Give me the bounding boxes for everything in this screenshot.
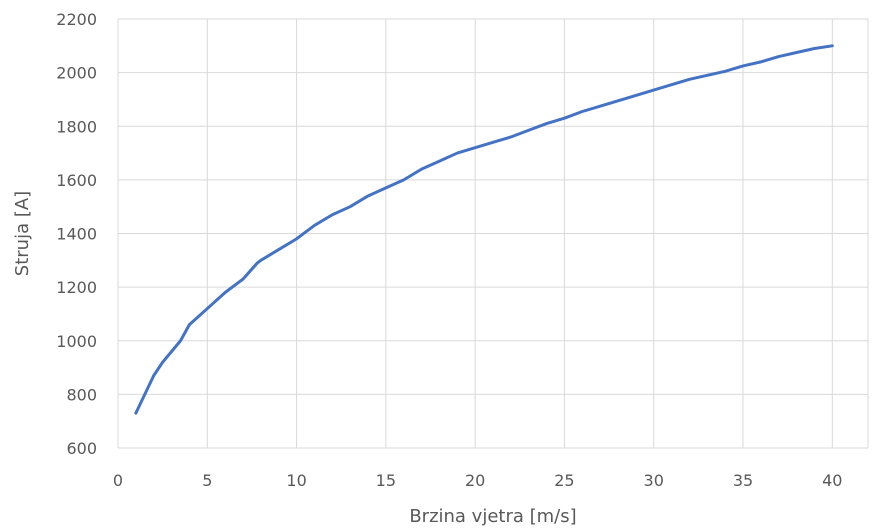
x-tick-label: 5	[202, 471, 212, 490]
y-axis-title: Struja [A]	[12, 191, 33, 276]
x-tick-label: 15	[376, 471, 396, 490]
x-axis-title: Brzina vjetra [m/s]	[409, 506, 576, 527]
y-tick-label: 600	[66, 439, 97, 458]
y-tick-label: 800	[66, 385, 97, 404]
y-tick-label: 1000	[56, 332, 97, 351]
y-tick-label: 1800	[56, 117, 97, 136]
x-tick-label: 20	[465, 471, 485, 490]
x-tick-label: 25	[554, 471, 574, 490]
series-lines	[134, 44, 834, 415]
grid-lines	[117, 18, 869, 449]
x-tick-label: 0	[113, 471, 123, 490]
series-line	[134, 44, 834, 415]
x-tick-label: 30	[644, 471, 664, 490]
y-tick-label: 1600	[56, 171, 97, 190]
x-axis-tick-labels: 0 5 10 15 20 25 30 35 40	[113, 471, 843, 490]
y-axis-tick-labels: 600 800 1000 1200 1400 1600 1800 2000 2200	[56, 10, 97, 458]
y-tick-label: 2000	[56, 64, 97, 83]
x-tick-label: 40	[822, 471, 842, 490]
y-tick-label: 2200	[56, 10, 97, 29]
y-tick-label: 1200	[56, 278, 97, 297]
x-tick-label: 10	[286, 471, 306, 490]
x-tick-label: 35	[733, 471, 753, 490]
y-tick-label: 1400	[56, 225, 97, 244]
